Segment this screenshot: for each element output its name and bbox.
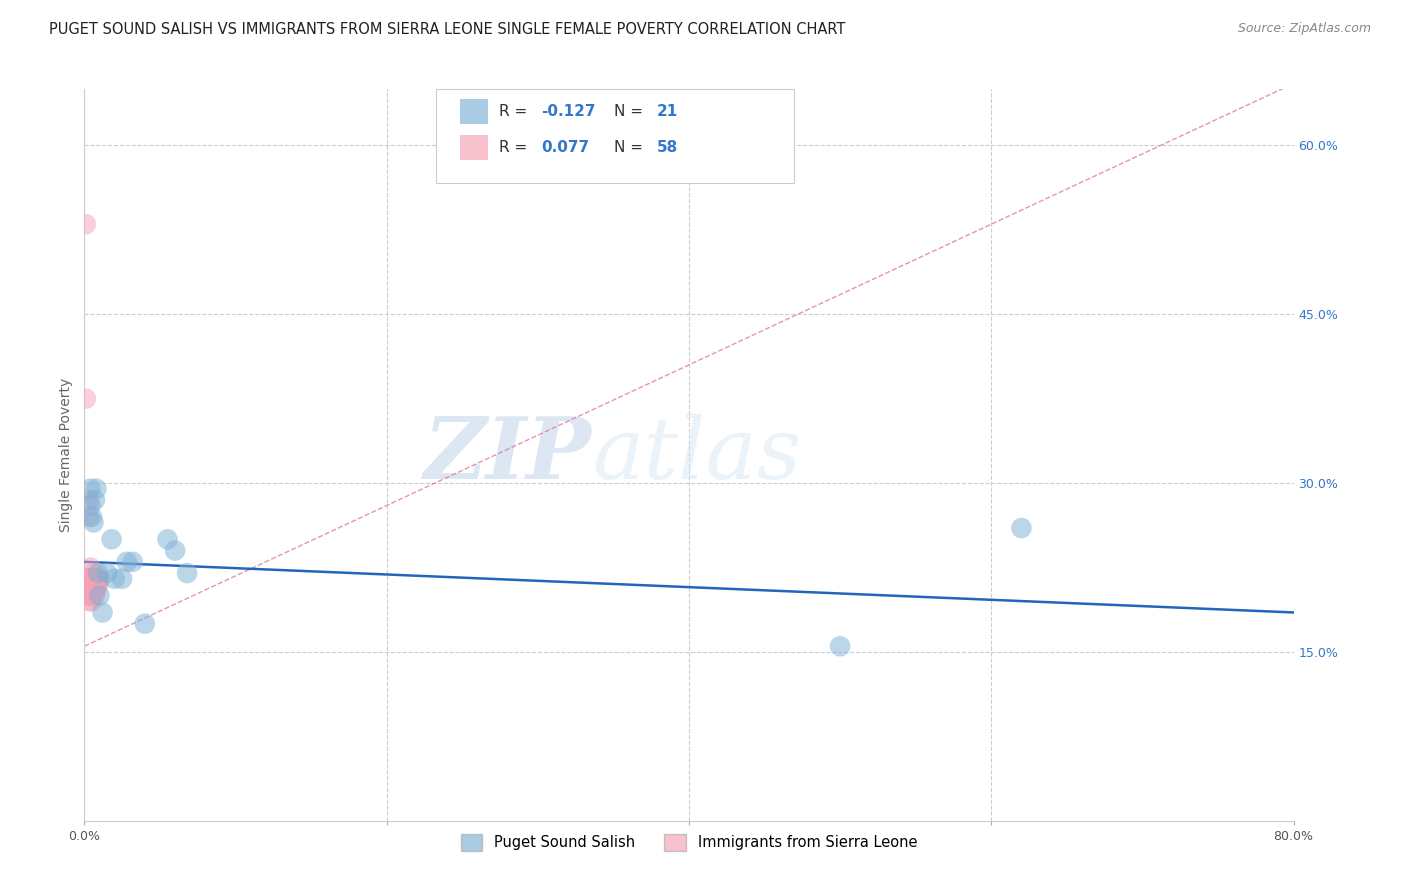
Point — [84, 572, 107, 586]
Point — [87, 572, 110, 586]
Point — [87, 572, 110, 586]
Point — [80, 509, 103, 524]
Text: ZIP: ZIP — [425, 413, 592, 497]
Point — [82, 577, 104, 591]
Point — [86, 572, 108, 586]
Point — [82, 516, 104, 530]
Point — [80, 577, 103, 591]
Point — [165, 543, 187, 558]
Point — [104, 572, 127, 586]
Point — [75, 217, 97, 231]
Point — [86, 482, 108, 496]
Point — [84, 572, 107, 586]
Point — [176, 566, 198, 580]
Text: 58: 58 — [657, 140, 678, 154]
Point — [100, 533, 122, 547]
Point — [77, 492, 100, 507]
Point — [80, 577, 103, 591]
Point — [79, 577, 101, 591]
Point — [82, 572, 104, 586]
Point — [84, 577, 107, 591]
Point — [82, 572, 104, 586]
Point — [77, 577, 100, 591]
Point — [75, 392, 97, 406]
Point — [86, 572, 108, 586]
Point — [80, 572, 103, 586]
Point — [1011, 521, 1033, 535]
Point — [82, 566, 104, 580]
Point — [76, 572, 98, 586]
Point — [77, 572, 100, 586]
Point — [76, 577, 98, 591]
Point — [84, 577, 107, 591]
Text: N =: N = — [614, 104, 648, 119]
Point — [79, 482, 101, 496]
Point — [156, 533, 179, 547]
Text: R =: R = — [499, 104, 533, 119]
Point — [82, 582, 104, 597]
Point — [75, 572, 97, 586]
Text: N =: N = — [614, 140, 648, 154]
Text: -0.127: -0.127 — [541, 104, 596, 119]
Point — [79, 499, 101, 513]
Point — [80, 577, 103, 591]
Point — [830, 639, 852, 653]
Point — [79, 577, 101, 591]
Point — [134, 616, 156, 631]
Point — [87, 577, 110, 591]
Point — [80, 572, 103, 586]
Point — [80, 589, 103, 603]
Point — [89, 589, 111, 603]
Point — [86, 582, 108, 597]
Text: Source: ZipAtlas.com: Source: ZipAtlas.com — [1237, 22, 1371, 36]
Point — [80, 594, 103, 608]
Point — [111, 572, 134, 586]
Point — [80, 582, 103, 597]
Point — [84, 492, 107, 507]
Y-axis label: Single Female Poverty: Single Female Poverty — [59, 378, 73, 532]
Point — [79, 572, 101, 586]
Point — [77, 594, 100, 608]
Point — [82, 572, 104, 586]
Point — [79, 589, 101, 603]
Legend: Puget Sound Salish, Immigrants from Sierra Leone: Puget Sound Salish, Immigrants from Sier… — [454, 828, 924, 857]
Point — [77, 509, 100, 524]
Point — [89, 572, 111, 586]
Text: 21: 21 — [657, 104, 678, 119]
Point — [115, 555, 138, 569]
Point — [96, 566, 118, 580]
Point — [86, 577, 108, 591]
Point — [75, 572, 97, 586]
Point — [87, 577, 110, 591]
Point — [76, 589, 98, 603]
Point — [86, 572, 108, 586]
Point — [121, 555, 143, 569]
Point — [84, 572, 107, 586]
Text: atlas: atlas — [592, 414, 801, 496]
Point — [84, 582, 107, 597]
Point — [82, 589, 104, 603]
Point — [79, 572, 101, 586]
Point — [80, 577, 103, 591]
Point — [84, 577, 107, 591]
Point — [76, 572, 98, 586]
Point — [86, 577, 108, 591]
Point — [87, 566, 110, 580]
Point — [82, 577, 104, 591]
Point — [79, 560, 101, 574]
Text: PUGET SOUND SALISH VS IMMIGRANTS FROM SIERRA LEONE SINGLE FEMALE POVERTY CORRELA: PUGET SOUND SALISH VS IMMIGRANTS FROM SI… — [49, 22, 845, 37]
Point — [84, 589, 107, 603]
Point — [82, 577, 104, 591]
Text: R =: R = — [499, 140, 533, 154]
Point — [79, 582, 101, 597]
Point — [91, 606, 114, 620]
Point — [80, 572, 103, 586]
Text: 0.077: 0.077 — [541, 140, 589, 154]
